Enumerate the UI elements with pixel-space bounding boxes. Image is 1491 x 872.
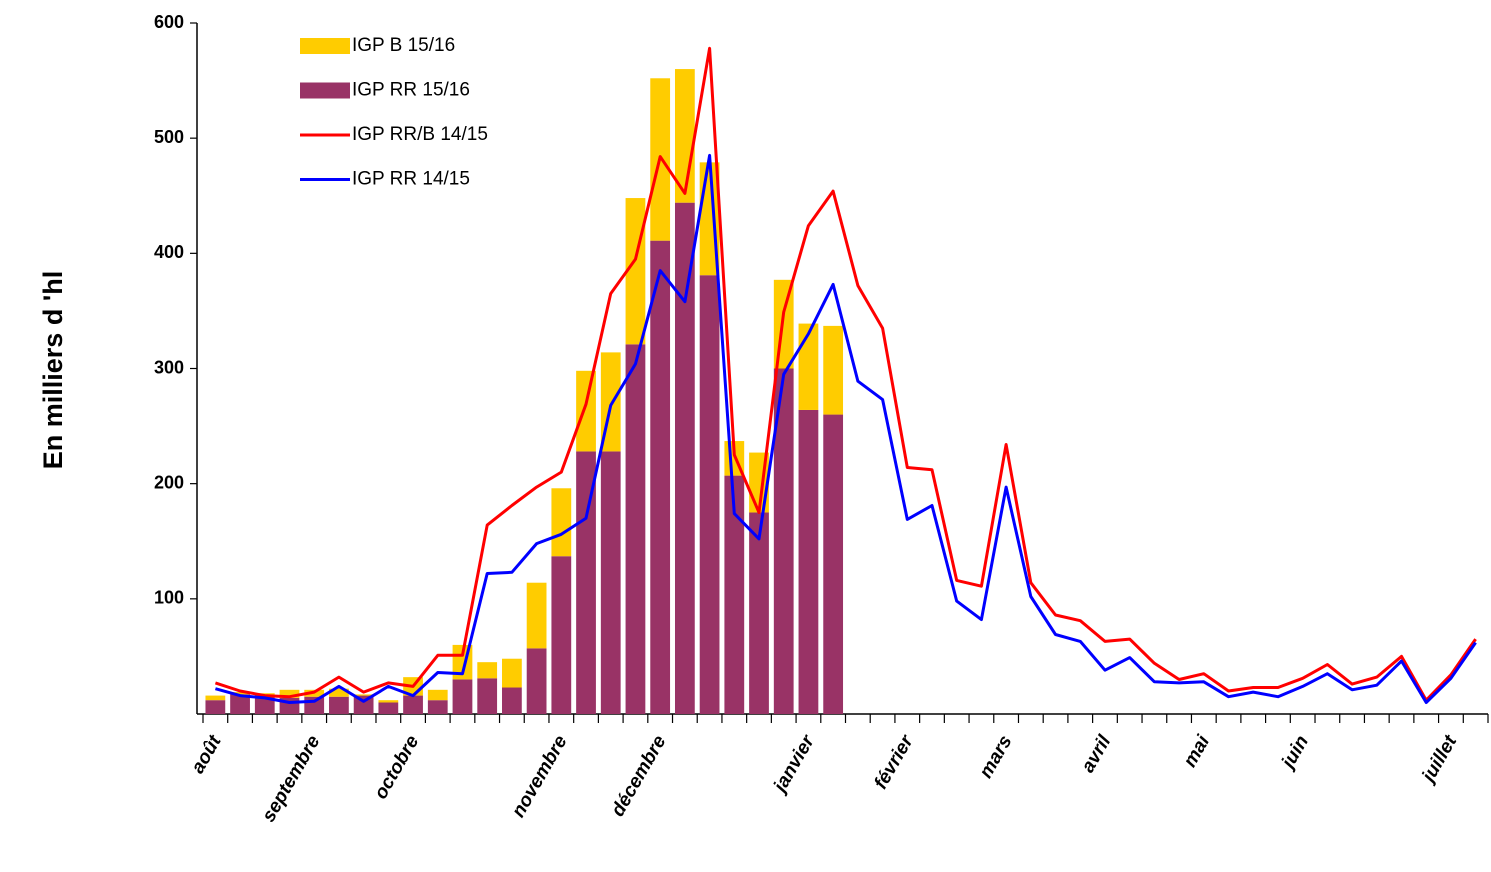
bar [230, 692, 250, 695]
bar [254, 696, 275, 714]
x-tick-label: janvier [768, 731, 819, 799]
y-tick-label: 400 [154, 242, 184, 262]
bar [329, 696, 349, 714]
line [214, 153, 1477, 704]
x-tick-label: avril [1078, 731, 1116, 776]
bar [304, 696, 325, 714]
bar [230, 694, 250, 714]
bar [502, 687, 522, 714]
bar [600, 451, 621, 714]
bar [378, 700, 399, 703]
x-tick-label: mars [976, 732, 1017, 782]
legend-label: IGP B 15/16 [352, 35, 455, 56]
bar [427, 700, 448, 714]
bar [353, 695, 374, 714]
bar [378, 702, 399, 714]
bar [724, 475, 745, 714]
bar [477, 678, 498, 714]
line [214, 46, 1477, 702]
y-axis-label: En milliers d 'hl [38, 271, 68, 469]
bar [329, 688, 349, 697]
bar [551, 488, 572, 557]
x-tick-label: octobre [370, 732, 423, 803]
bar [502, 658, 522, 688]
legend-swatch [300, 82, 350, 99]
bar [823, 325, 844, 415]
y-tick-label: 300 [154, 357, 184, 377]
bar [576, 451, 596, 714]
bar [798, 409, 819, 714]
x-tick-label: février [870, 731, 918, 793]
bar [749, 512, 769, 714]
bar [403, 695, 423, 714]
x-tick-label: août [187, 731, 226, 777]
bar [773, 368, 794, 714]
y-tick-label: 200 [154, 472, 184, 492]
y-tick-label: 100 [154, 588, 184, 608]
x-tick-label: juillet [1417, 731, 1462, 788]
bar [279, 689, 300, 698]
bar [205, 700, 226, 714]
bar [823, 414, 844, 714]
bar [650, 240, 671, 715]
bar [798, 323, 819, 410]
legend-label: IGP RR 15/16 [352, 80, 470, 101]
bar [551, 556, 572, 714]
bar [427, 689, 448, 701]
x-tick-label: mai [1180, 731, 1215, 770]
y-tick-label: 500 [154, 127, 184, 147]
bar [452, 679, 473, 714]
x-tick-label: septembre [258, 732, 324, 826]
bar [699, 275, 720, 714]
bar [674, 202, 695, 714]
bar [526, 648, 547, 714]
legend-swatch [300, 38, 350, 54]
y-tick-label: 600 [154, 12, 184, 32]
bar [353, 694, 374, 696]
bar [625, 344, 646, 714]
bar [205, 695, 226, 701]
legend-label: IGP RR/B 14/15 [352, 124, 488, 145]
legend-label: IGP RR 14/15 [352, 169, 470, 190]
bar [576, 370, 596, 452]
x-tick-label: novembre [508, 732, 572, 822]
x-tick-label: décembre [607, 732, 670, 821]
x-tick-label: juin [1276, 732, 1313, 774]
bar [477, 662, 498, 679]
bar [526, 582, 547, 649]
